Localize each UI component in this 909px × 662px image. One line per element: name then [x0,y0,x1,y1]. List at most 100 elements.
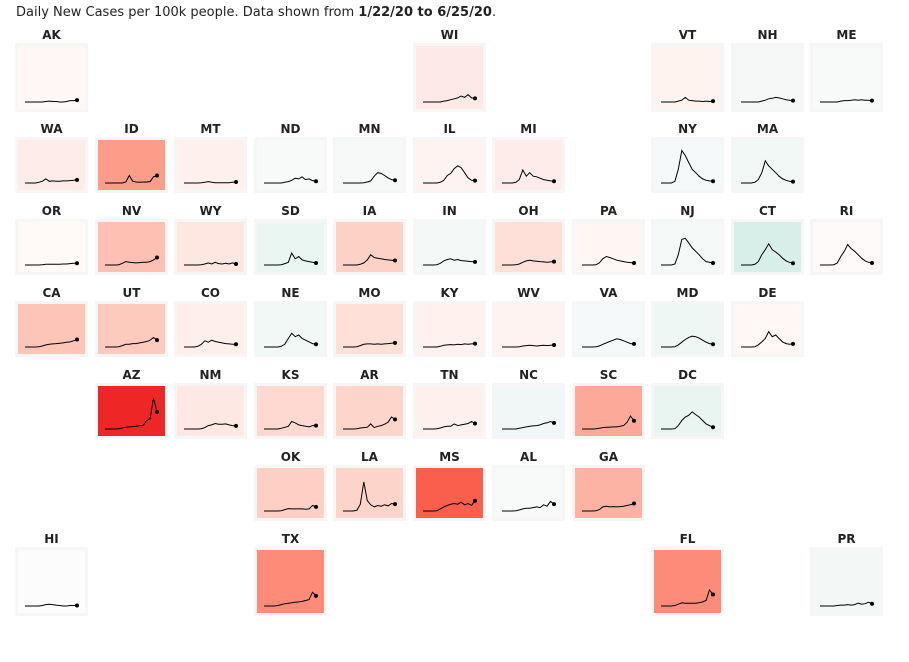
case-line [502,500,555,512]
latest-point [155,173,159,178]
case-line [741,330,794,348]
case-line [264,332,317,348]
state-tile-co[interactable] [174,301,247,357]
state-tile-ky[interactable] [413,301,486,357]
state-label-ca: CA [42,286,61,300]
state-tile-sd[interactable] [254,219,327,275]
state-tile-nc[interactable] [492,383,565,439]
latest-point [234,261,238,266]
state-tile-az[interactable] [95,383,168,439]
latest-point [870,98,874,103]
state-tile-la[interactable] [333,465,406,521]
case-line [741,242,794,266]
state-label-ia: IA [362,204,377,218]
state-label-az: AZ [122,368,141,382]
state-label-or: OR [41,204,62,218]
case-line [264,591,317,607]
state-tile-tn[interactable] [413,383,486,439]
state-tile-ma[interactable] [731,137,804,193]
state-label-id: ID [124,122,139,136]
state-tile-id[interactable] [95,137,168,193]
state-tile-md[interactable] [651,301,724,357]
state-tile-nj[interactable] [651,219,724,275]
state-tile-or[interactable] [15,219,88,275]
state-tile-wv[interactable] [492,301,565,357]
state-tile-nh[interactable] [731,43,804,112]
state-tile-ut[interactable] [95,301,168,357]
state-tile-ak[interactable] [15,43,88,112]
state-tile-ri[interactable] [810,219,883,275]
state-label-ar: AR [360,368,379,382]
state-tile-tx[interactable] [254,547,327,616]
sparkline [582,338,636,348]
case-line [423,343,476,348]
state-label-wy: WY [199,204,222,218]
sparkline [582,255,636,266]
latest-point [314,504,318,509]
sparkline [343,172,397,184]
sparkline [582,501,636,512]
state-tile-fl[interactable] [651,547,724,616]
case-line [582,255,635,266]
state-tile-oh[interactable] [492,219,565,275]
latest-point [552,259,556,264]
sparkline [502,168,556,184]
latest-point [632,418,636,423]
latest-point [711,425,715,430]
state-tile-nm[interactable] [174,383,247,439]
state-tile-ms[interactable] [413,465,486,521]
sparkline [741,96,795,103]
state-label-sc: SC [599,368,618,382]
case-line [502,259,555,266]
state-tile-al[interactable] [492,465,565,521]
state-tile-in[interactable] [413,219,486,275]
latest-point [632,260,636,265]
latest-point [393,178,397,183]
state-tile-ar[interactable] [333,383,406,439]
state-tile-de[interactable] [731,301,804,357]
state-label-me: ME [836,28,857,42]
case-line [264,504,317,512]
state-label-md: MD [676,286,699,300]
state-tile-mn[interactable] [333,137,406,193]
state-tile-vt[interactable] [651,43,724,112]
state-tile-mo[interactable] [333,301,406,357]
state-tile-ct[interactable] [731,219,804,275]
state-tile-il[interactable] [413,137,486,193]
state-tile-mt[interactable] [174,137,247,193]
latest-point [791,341,795,346]
state-tile-wi[interactable] [413,43,486,112]
state-label-ok: OK [280,450,301,464]
sparkline [582,415,636,430]
state-tile-nv[interactable] [95,219,168,275]
state-tile-mi[interactable] [492,137,565,193]
state-tile-pa[interactable] [572,219,645,275]
latest-point [75,98,79,103]
state-label-pr: PR [837,532,856,546]
state-tile-ca[interactable] [15,301,88,357]
state-tile-ga[interactable] [572,465,645,521]
state-tile-ne[interactable] [254,301,327,357]
state-tile-ny[interactable] [651,137,724,193]
latest-point [473,259,477,264]
state-tile-dc[interactable] [651,383,724,439]
state-tile-pr[interactable] [810,547,883,616]
state-tile-me[interactable] [810,43,883,112]
state-label-fl: FL [679,532,696,546]
state-tile-ia[interactable] [333,219,406,275]
state-tile-wy[interactable] [174,219,247,275]
state-tile-va[interactable] [572,301,645,357]
latest-point [75,177,79,182]
case-line [105,174,158,184]
state-tile-hi[interactable] [15,547,88,616]
latest-point [473,498,477,503]
latest-point [870,260,874,265]
state-tile-sc[interactable] [572,383,645,439]
state-tile-ok[interactable] [254,465,327,521]
state-tile-ks[interactable] [254,383,327,439]
case-line [423,258,476,266]
state-label-co: CO [200,286,220,300]
state-label-wv: WV [517,286,540,300]
state-tile-wa[interactable] [15,137,88,193]
state-tile-nd[interactable] [254,137,327,193]
